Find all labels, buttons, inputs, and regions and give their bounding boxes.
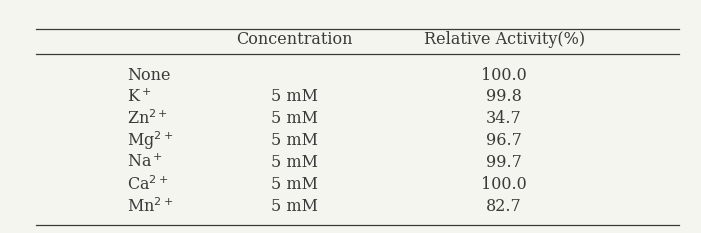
Text: 5 mM: 5 mM [271, 110, 318, 127]
Text: Zn$^{2+}$: Zn$^{2+}$ [127, 110, 168, 128]
Text: 5 mM: 5 mM [271, 176, 318, 193]
Text: 100.0: 100.0 [481, 176, 527, 193]
Text: 34.7: 34.7 [486, 110, 522, 127]
Text: Na$^+$: Na$^+$ [127, 154, 163, 171]
Text: Mn$^{2+}$: Mn$^{2+}$ [127, 197, 173, 216]
Text: Ca$^{2+}$: Ca$^{2+}$ [127, 175, 168, 194]
Text: 100.0: 100.0 [481, 67, 527, 84]
Text: Relative Activity(%): Relative Activity(%) [423, 31, 585, 48]
Text: 99.7: 99.7 [486, 154, 522, 171]
Text: Concentration: Concentration [236, 31, 353, 48]
Text: 5 mM: 5 mM [271, 132, 318, 149]
Text: 5 mM: 5 mM [271, 89, 318, 105]
Text: Mg$^{2+}$: Mg$^{2+}$ [127, 129, 173, 152]
Text: 99.8: 99.8 [486, 89, 522, 105]
Text: 82.7: 82.7 [486, 198, 522, 215]
Text: None: None [127, 67, 170, 84]
Text: 96.7: 96.7 [486, 132, 522, 149]
Text: K$^+$: K$^+$ [127, 88, 151, 106]
Text: 5 mM: 5 mM [271, 154, 318, 171]
Text: 5 mM: 5 mM [271, 198, 318, 215]
